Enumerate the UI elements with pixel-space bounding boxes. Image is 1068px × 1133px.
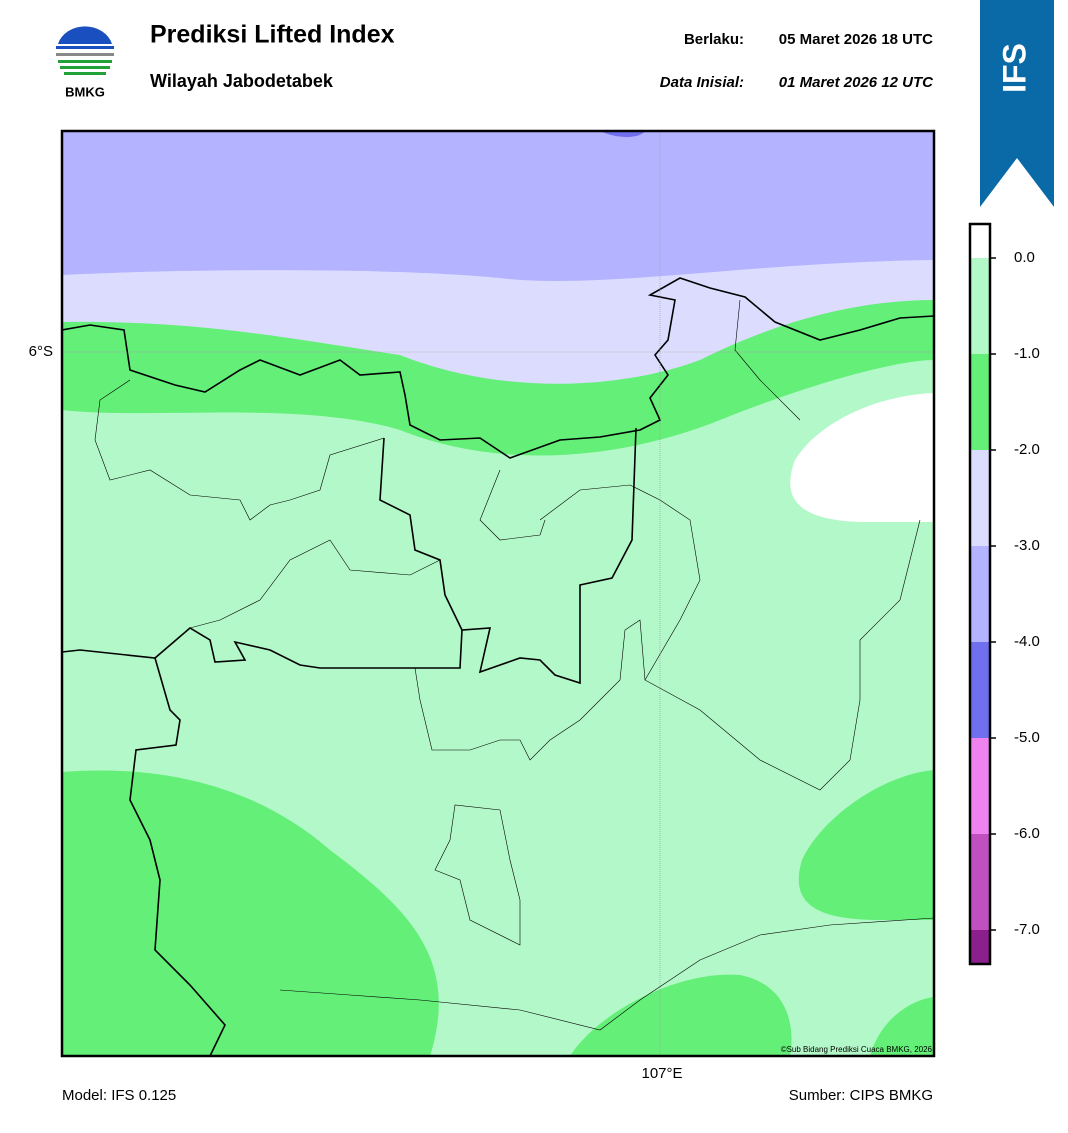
colorbar-segment bbox=[970, 258, 990, 354]
colorbar-label: -3.0 bbox=[1014, 537, 1040, 554]
colorbar-label: 0.0 bbox=[1014, 249, 1035, 266]
colorbar-label: -6.0 bbox=[1014, 825, 1040, 842]
colorbar-label: -5.0 bbox=[1014, 729, 1040, 746]
colorbar-label: -4.0 bbox=[1014, 633, 1040, 650]
colorbar-segment bbox=[970, 450, 990, 546]
map-area bbox=[62, 131, 934, 1056]
valid-label: Berlaku: bbox=[684, 31, 744, 48]
valid-time: 05 Maret 2026 18 UTC bbox=[779, 31, 933, 48]
badge bbox=[980, 0, 1054, 207]
colorbar-segment bbox=[970, 354, 990, 450]
colorbar-label: -2.0 bbox=[1014, 441, 1040, 458]
init-time: 01 Maret 2026 12 UTC bbox=[779, 74, 934, 91]
colorbar-label: -1.0 bbox=[1014, 345, 1040, 362]
footer-model: Model: IFS 0.125 bbox=[62, 1087, 176, 1104]
lon-label: 107°E bbox=[641, 1065, 682, 1082]
colorbar-frame bbox=[968, 222, 992, 966]
colorbar-label: -7.0 bbox=[1014, 921, 1040, 938]
map-frame bbox=[60, 129, 936, 1058]
badge-text: IFS bbox=[996, 43, 1032, 93]
lat-label: 6°S bbox=[29, 343, 53, 360]
colorbar-segment bbox=[970, 546, 990, 642]
colorbar-segment bbox=[970, 642, 990, 738]
colorbar: 0.0 -1.0 -2.0 -3.0 -4.0 -5.0 -6.0 -7.0 bbox=[968, 222, 1040, 966]
colorbar-segment bbox=[970, 224, 990, 258]
credit: ©Sub Bidang Prediksi Cuaca BMKG, 2026 bbox=[781, 1045, 933, 1054]
logo-text: BMKG bbox=[65, 84, 105, 99]
init-label: Data Inisial: bbox=[660, 74, 744, 91]
colorbar-segment bbox=[970, 930, 990, 964]
subtitle: Wilayah Jabodetabek bbox=[150, 71, 334, 91]
footer-source: Sumber: CIPS BMKG bbox=[789, 1087, 933, 1104]
logo: BMKG bbox=[56, 26, 114, 99]
colorbar-segment bbox=[970, 738, 990, 834]
title: Prediksi Lifted Index bbox=[150, 21, 395, 49]
colorbar-segment bbox=[970, 834, 990, 930]
